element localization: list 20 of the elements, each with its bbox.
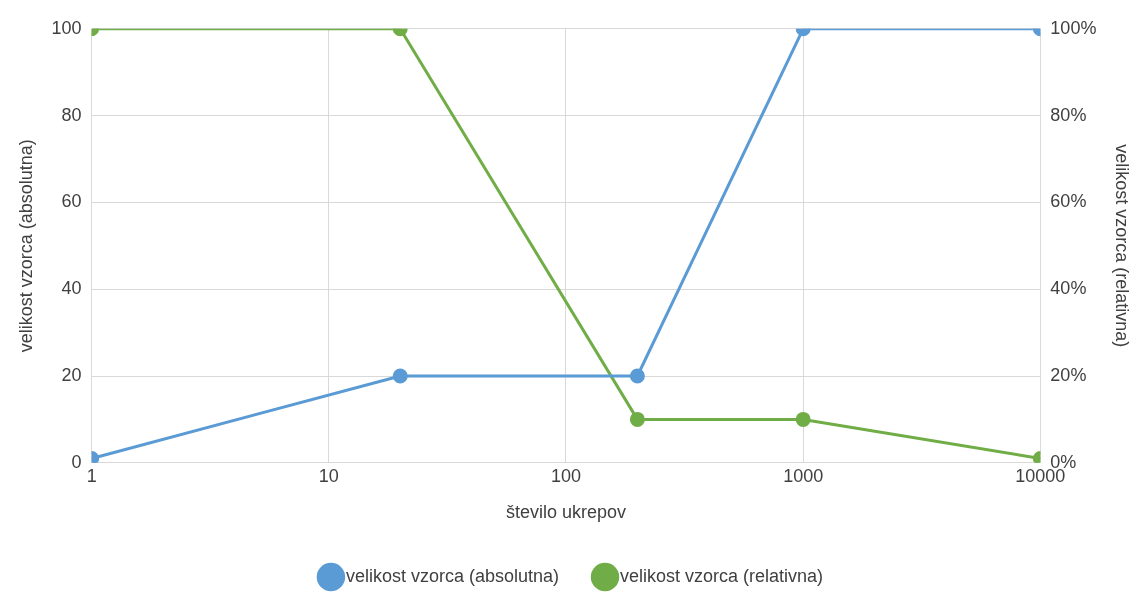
legend-label: velikost vzorca (relativna) [620,565,824,586]
x-tick-label: 1000 [783,465,824,486]
y2-tick-label: 100% [1050,17,1097,38]
y2-tick-label: 40% [1050,278,1087,299]
y-axis-title: velikost vzorca (absolutna) [15,139,36,353]
y-tick-label: 80 [61,104,82,125]
legend-label: velikost vzorca (absolutna) [345,565,560,586]
y2-tick-label: 20% [1050,364,1087,385]
y-tick-label: 60 [61,191,82,212]
x-tick-label: 100 [550,465,582,486]
y-tick-label: 100 [51,17,82,38]
x-axis-title: število ukrepov [505,502,627,523]
y-tick-label: 40 [61,278,82,299]
x-tick-label: 1 [86,465,97,486]
y2-axis-title: velikost vzorca (relativna) [1112,144,1133,348]
y2-tick-label: 60% [1050,191,1087,212]
x-tick-label: 10 [318,465,339,486]
y-tick-label: 0 [71,451,82,472]
y2-tick-label: 80% [1050,104,1087,125]
y-tick-label: 20 [61,364,82,385]
